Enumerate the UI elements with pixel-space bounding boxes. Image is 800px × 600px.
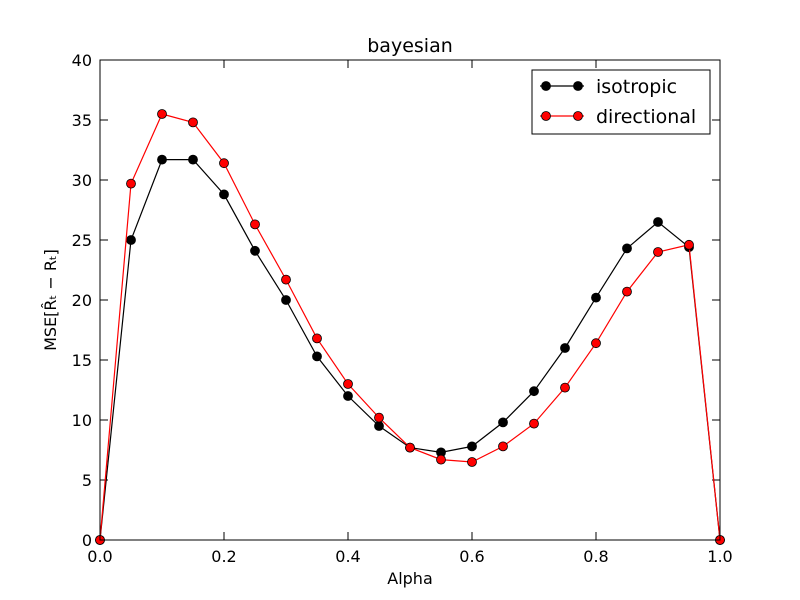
series-directional <box>95 109 725 545</box>
legend: isotropic directional <box>531 69 711 135</box>
legend-box <box>531 69 711 135</box>
y-tick-label: 30 <box>72 171 92 190</box>
data-point-isotropic <box>560 343 570 353</box>
y-axis-label: MSE[R̂ₜ − Rₜ] <box>41 249 60 351</box>
data-point-isotropic <box>653 217 663 227</box>
data-point-isotropic <box>188 154 198 165</box>
x-tick-label: 0.4 <box>335 547 360 566</box>
data-point-directional <box>188 117 198 128</box>
data-point-isotropic <box>622 243 632 254</box>
data-point-directional <box>157 109 167 119</box>
data-point-directional <box>684 239 694 250</box>
x-tick-label: 0.0 <box>87 547 112 566</box>
data-point-isotropic <box>498 417 508 428</box>
data-point-directional <box>405 442 415 453</box>
data-point-isotropic <box>343 391 353 401</box>
y-tick-label: 20 <box>72 291 92 310</box>
series-line-directional <box>99 113 721 541</box>
data-point-directional <box>467 457 477 467</box>
legend-marker-directional <box>541 111 551 121</box>
data-point-isotropic <box>529 386 539 397</box>
y-tick-label: 10 <box>72 411 92 430</box>
data-point-directional <box>498 441 508 452</box>
data-point-directional <box>653 247 663 257</box>
y-tick-label: 35 <box>72 111 92 130</box>
chart-title: bayesian <box>367 35 453 57</box>
data-point-directional <box>374 412 384 423</box>
series-line-isotropic <box>99 159 721 541</box>
x-tick-label: 0.2 <box>211 547 236 566</box>
data-point-directional <box>281 274 291 285</box>
y-tick-label: 25 <box>72 231 92 250</box>
series-layer <box>95 109 725 545</box>
legend-label-isotropic: isotropic <box>596 76 677 98</box>
data-point-directional <box>436 454 446 465</box>
data-point-isotropic <box>281 295 291 305</box>
data-point-directional <box>126 178 136 189</box>
data-point-directional <box>529 418 539 429</box>
series-isotropic <box>95 154 725 545</box>
legend-marker-directional-end <box>573 111 583 121</box>
data-point-isotropic <box>591 292 601 303</box>
x-tick-label: 1.0 <box>707 547 732 566</box>
data-point-directional <box>312 333 322 344</box>
data-point-directional <box>560 382 570 393</box>
data-point-directional <box>250 219 260 230</box>
y-tick-label: 0 <box>82 531 92 550</box>
data-point-isotropic <box>157 154 167 165</box>
data-point-isotropic <box>467 441 477 452</box>
x-tick-label: 0.6 <box>459 547 484 566</box>
data-point-directional <box>343 379 353 389</box>
legend-marker-isotropic-end <box>573 81 583 91</box>
data-point-isotropic <box>250 245 260 256</box>
data-point-directional <box>219 158 229 169</box>
plot-frame <box>99 59 721 541</box>
x-tick-label: 0.8 <box>583 547 608 566</box>
y-tick-label: 40 <box>72 51 92 70</box>
data-point-directional <box>622 286 632 297</box>
legend-label-directional: directional <box>596 106 696 128</box>
y-tick-label: 15 <box>72 351 92 370</box>
data-point-isotropic <box>374 421 384 431</box>
y-tick-label: 5 <box>82 471 92 490</box>
data-point-isotropic <box>312 351 322 362</box>
data-point-isotropic <box>219 189 229 200</box>
x-axis-label: Alpha <box>387 569 433 588</box>
legend-marker-isotropic <box>541 81 551 91</box>
data-point-isotropic <box>126 235 136 245</box>
data-point-directional <box>591 338 601 349</box>
